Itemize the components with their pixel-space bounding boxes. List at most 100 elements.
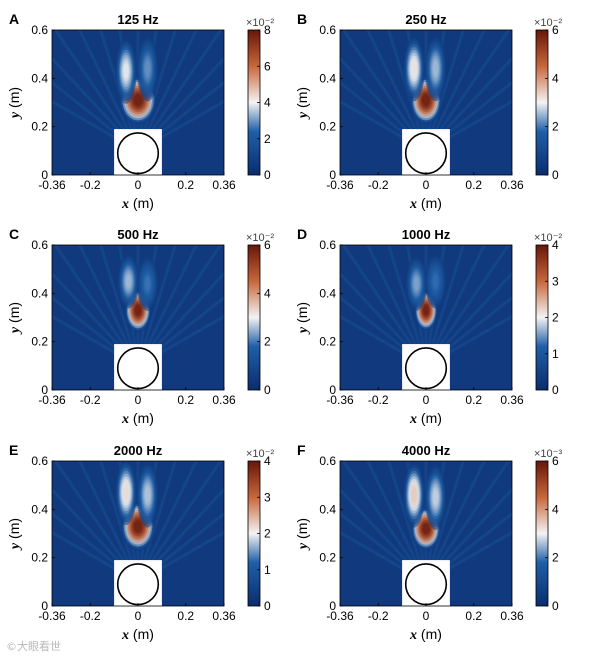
colorbar — [535, 460, 549, 607]
colorbar-exponent: ×10⁻² — [246, 448, 274, 460]
colorbar-tick-label: 0 — [552, 383, 559, 397]
x-tick-label: -0.36 — [326, 609, 354, 623]
y-tick-label: 0.4 — [31, 502, 48, 516]
y-tick-label: 0.6 — [319, 454, 336, 468]
streak-line — [425, 530, 512, 584]
hotspot-1-level — [123, 63, 129, 79]
streak-line — [136, 56, 224, 152]
x-axis-label: x (m) — [409, 195, 442, 212]
x-tick-label: -0.36 — [326, 178, 354, 192]
hotspot-0-level — [133, 520, 143, 533]
x-tick-label: -0.36 — [38, 393, 66, 407]
streak-line — [424, 245, 465, 367]
panel-b: 0 0.2 0.4 0.6 -0.36 -0.2 0 0.2 0.36 x (m) y (m) 250… — [294, 11, 562, 212]
streak-line — [340, 314, 427, 368]
streak-line — [340, 295, 427, 368]
panel-title: 1000 Hz — [402, 227, 451, 242]
streak-line — [137, 314, 224, 368]
hotspot-1-level — [411, 487, 417, 503]
colorbar-tick-label: 6 — [264, 59, 271, 73]
hotspot-1-level — [413, 277, 420, 291]
x-tick-label: 0.2 — [465, 609, 482, 623]
streak-line — [365, 30, 428, 152]
streak-line — [424, 245, 511, 367]
streak-line — [136, 487, 224, 583]
streak-line — [424, 56, 512, 152]
y-tick-label: 0 — [41, 599, 48, 613]
hotspot-2-level — [144, 277, 151, 291]
y-tick-label: 0.4 — [319, 286, 336, 300]
x-tick-label: 0.36 — [212, 178, 236, 192]
x-axis-label: x (m) — [121, 195, 154, 212]
colorbar-tick-label: 2 — [264, 335, 271, 349]
y-tick-label: 0.6 — [31, 454, 48, 468]
x-tick-label: -0.2 — [368, 609, 389, 623]
x-tick-label: 0 — [135, 609, 142, 623]
streak-line — [136, 461, 199, 583]
colorbar — [535, 29, 549, 176]
streak-line — [99, 245, 140, 367]
colorbar-tick-label: 2 — [264, 132, 271, 146]
panel-letter: A — [9, 11, 19, 27]
y-tick-label: 0.2 — [319, 335, 336, 349]
panel-title: 4000 Hz — [402, 443, 451, 458]
colorbar-exponent: ×10⁻² — [534, 17, 562, 29]
obstacle-circle — [116, 132, 160, 175]
x-tick-label: 0.36 — [212, 609, 236, 623]
streak-line — [52, 511, 139, 584]
streak-line — [341, 245, 428, 367]
streak-line — [340, 530, 427, 584]
streak-line — [136, 461, 223, 583]
panel-d: 0 0.2 0.4 0.6 -0.36 -0.2 0 0.2 0.36 x (m) y (m) 100… — [294, 226, 562, 427]
streak-line — [137, 80, 224, 153]
x-tick-label: 0.2 — [177, 609, 194, 623]
streak-line — [52, 56, 140, 152]
panel-letter: C — [9, 226, 19, 242]
colorbar-tick-label: 1 — [552, 347, 559, 361]
streak-line — [52, 99, 139, 153]
colorbar-exponent: ×10⁻² — [246, 232, 274, 244]
streak-line — [365, 245, 428, 367]
hotspot-0-level — [423, 305, 429, 316]
streak-line — [424, 461, 465, 583]
hotspot-1-level — [411, 60, 417, 77]
panel-letter: D — [297, 226, 307, 242]
streak-line — [424, 461, 511, 583]
y-tick-label: 0.4 — [319, 71, 336, 85]
streak-line — [424, 30, 511, 152]
colorbar-tick-label: 4 — [264, 454, 271, 468]
streak-line — [52, 530, 139, 584]
x-axis-label: x (m) — [121, 626, 154, 643]
obstacle-circle — [404, 563, 448, 606]
colorbar-tick-label: 2 — [552, 120, 559, 134]
panel-title: 250 Hz — [405, 12, 447, 27]
obstacle-circle — [404, 132, 448, 175]
colorbar-tick-label: 0 — [264, 599, 271, 613]
streak-line — [387, 245, 428, 367]
hotspot-1-level — [123, 484, 129, 501]
x-tick-label: -0.36 — [38, 609, 66, 623]
colorbar-tick-label: 1 — [264, 563, 271, 577]
panel-letter: E — [9, 442, 18, 458]
panel-letter: B — [297, 11, 307, 27]
panel-title: 500 Hz — [117, 227, 159, 242]
colorbar-tick-label: 2 — [552, 551, 559, 565]
colorbar-tick-label: 0 — [552, 599, 559, 613]
streak-line — [340, 56, 428, 152]
streak-line — [77, 461, 140, 583]
hotspot-2-level — [144, 60, 151, 77]
streak-line — [136, 30, 199, 152]
y-tick-label: 0 — [41, 168, 48, 182]
x-tick-label: 0.36 — [212, 393, 236, 407]
streak-line — [136, 245, 223, 367]
hotspots — [117, 254, 159, 332]
panel-title: 2000 Hz — [114, 443, 163, 458]
x-tick-label: 0 — [423, 393, 430, 407]
y-axis-label: y (m) — [6, 518, 23, 551]
hotspot-0-level — [133, 94, 143, 106]
streak-line — [341, 30, 428, 152]
x-axis-label: x (m) — [121, 410, 154, 427]
hotspot-2-level — [432, 274, 439, 288]
y-tick-label: 0.6 — [319, 238, 336, 252]
streak-line — [53, 245, 140, 367]
